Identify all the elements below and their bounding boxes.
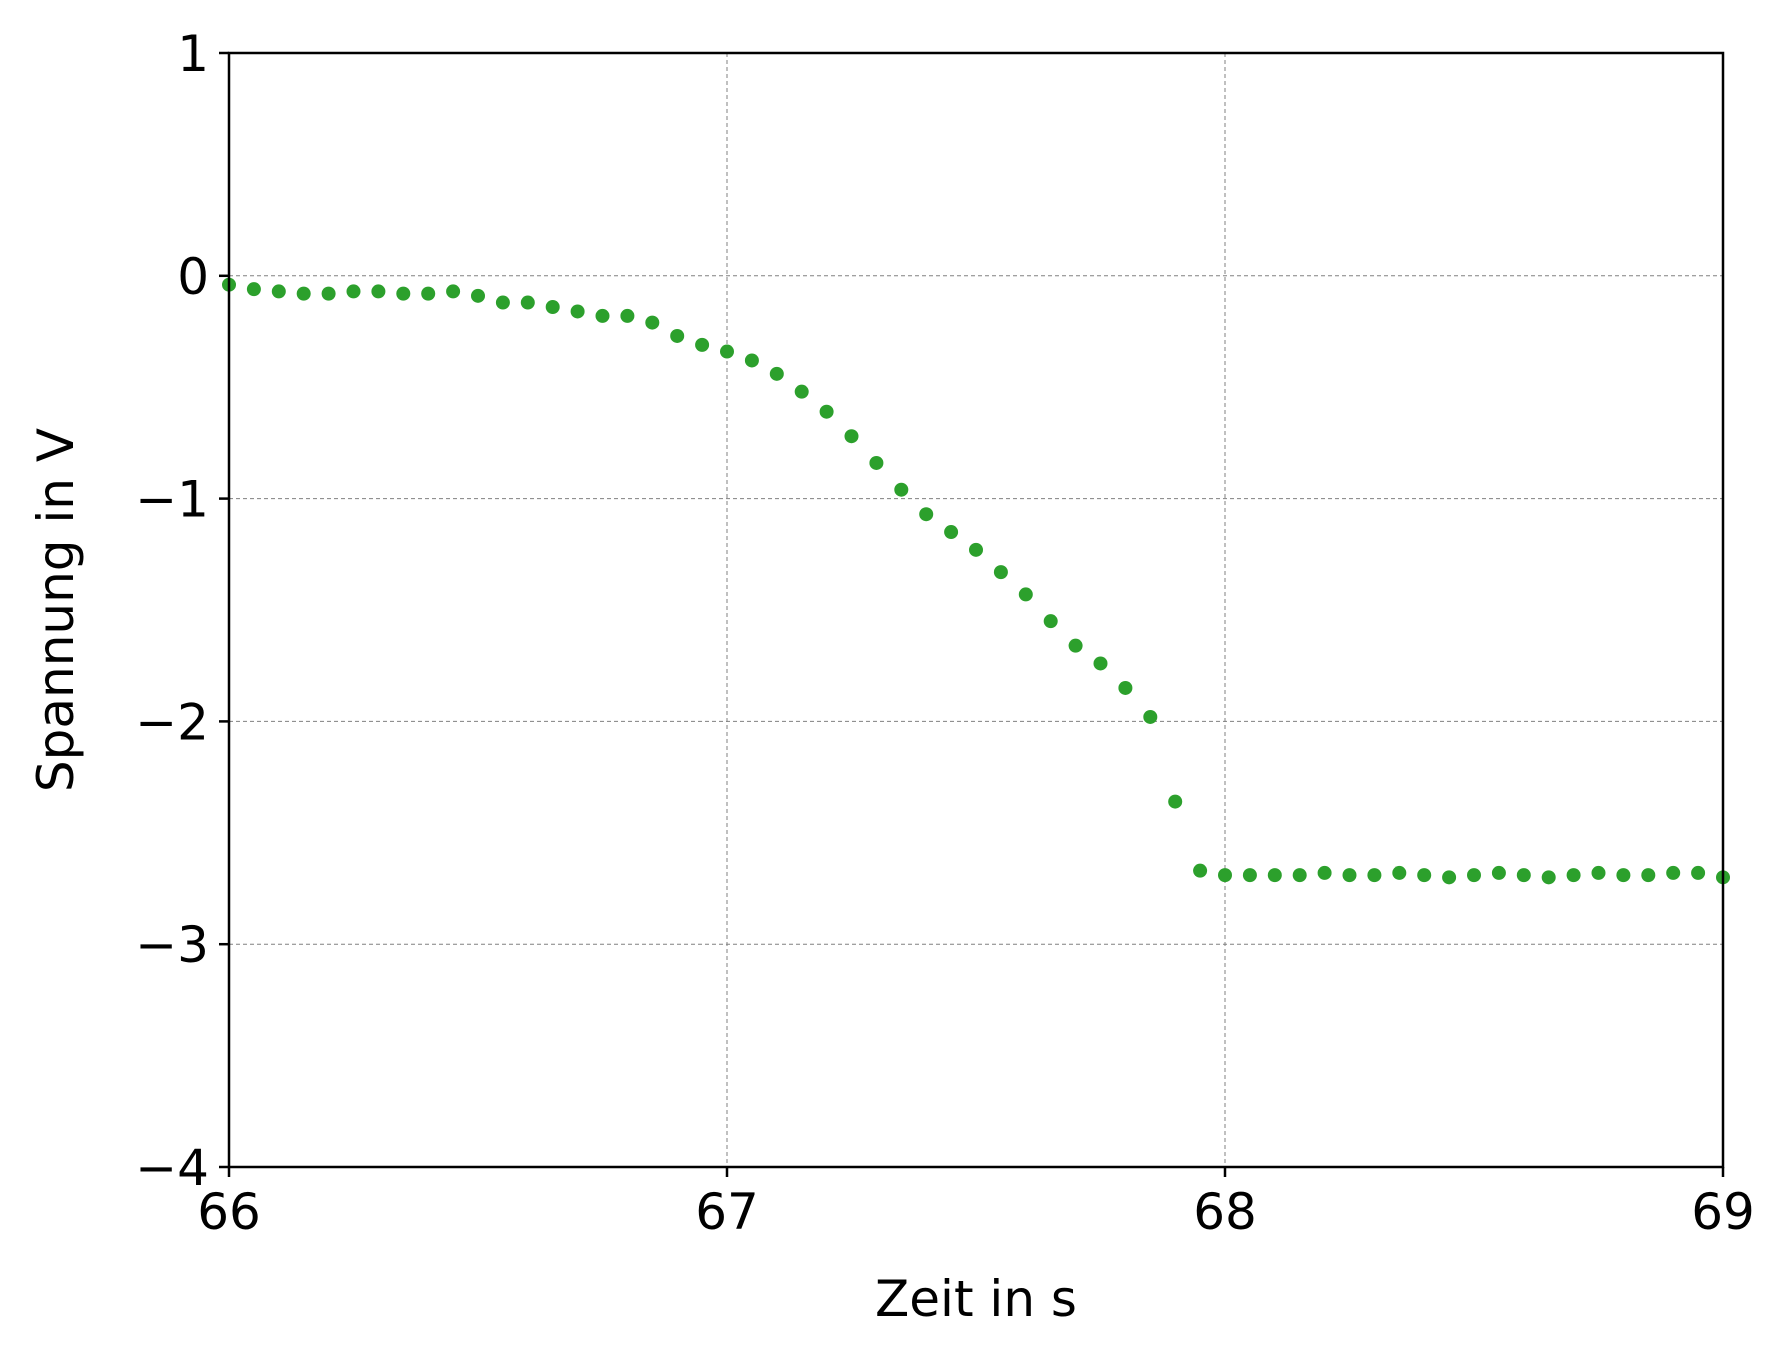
ticks: 66 67 68 69 1 0 −1 −2 −3 −4: [135, 25, 1755, 1241]
data-point: [1043, 614, 1058, 629]
data-point: [271, 284, 286, 299]
x-axis-label: Zeit in s: [875, 1270, 1077, 1328]
data-point: [769, 366, 784, 381]
data-point: [495, 295, 510, 310]
data-point: [1516, 868, 1531, 883]
data-point: [1442, 870, 1457, 885]
data-point: [1342, 868, 1357, 883]
data-point: [1467, 868, 1481, 883]
data-point: [670, 328, 685, 343]
data-point: [944, 525, 959, 540]
data-point: [794, 384, 809, 399]
data-point: [346, 284, 361, 299]
data-point: [1068, 638, 1083, 653]
data-point: [969, 542, 983, 557]
y-tick-label: 0: [177, 248, 209, 306]
data-point: [1093, 656, 1108, 671]
data-point: [1292, 868, 1307, 883]
y-tick-label: 1: [177, 25, 209, 83]
data-point: [246, 282, 261, 297]
plot-frame: [227, 51, 1725, 1169]
data-point: [1018, 587, 1033, 602]
data-point: [1367, 868, 1382, 883]
data-point: [1417, 868, 1432, 883]
data-point: [1168, 794, 1183, 809]
data-point: [894, 482, 909, 497]
data-points: [222, 277, 1730, 885]
data-point: [993, 565, 1008, 580]
data-point: [1392, 865, 1407, 880]
data-point: [844, 429, 859, 444]
data-point: [1491, 865, 1506, 880]
x-tick-label: 67: [695, 1183, 759, 1241]
data-point: [620, 308, 635, 323]
data-point: [645, 315, 660, 330]
data-point: [371, 284, 386, 299]
data-point: [1267, 868, 1282, 883]
data-point: [1218, 868, 1232, 883]
data-point: [446, 284, 461, 299]
data-point: [1242, 868, 1257, 883]
data-point: [1616, 868, 1631, 883]
data-point: [570, 304, 585, 319]
y-tick-label: −4: [135, 1139, 209, 1197]
data-point: [1566, 868, 1581, 883]
y-tick-label: −2: [135, 693, 209, 751]
data-point: [720, 344, 734, 359]
x-tick-label: 66: [197, 1183, 261, 1241]
data-point: [819, 404, 834, 419]
y-axis-label: Spannung in V: [27, 428, 85, 792]
data-point: [1641, 868, 1656, 883]
data-point: [695, 337, 710, 352]
grid: [229, 53, 1723, 1167]
data-point: [1118, 680, 1133, 695]
data-point: [595, 308, 610, 323]
data-point: [520, 295, 535, 310]
data-point: [1193, 863, 1208, 878]
data-point: [545, 299, 560, 314]
data-point: [744, 353, 759, 368]
data-point: [1541, 870, 1556, 885]
data-point: [321, 286, 336, 301]
data-point: [1317, 865, 1332, 880]
x-tick-label: 69: [1691, 1183, 1755, 1241]
data-point: [1691, 865, 1706, 880]
x-tick-label: 68: [1193, 1183, 1257, 1241]
data-point: [421, 286, 436, 301]
data-point: [869, 455, 884, 470]
data-point: [296, 286, 311, 301]
y-tick-label: −3: [135, 916, 209, 974]
data-point: [471, 288, 485, 303]
data-point: [1591, 865, 1606, 880]
data-point: [919, 507, 934, 522]
data-point: [1143, 709, 1158, 724]
y-tick-label: −1: [135, 471, 209, 529]
data-point: [1666, 865, 1681, 880]
data-point: [396, 286, 411, 301]
